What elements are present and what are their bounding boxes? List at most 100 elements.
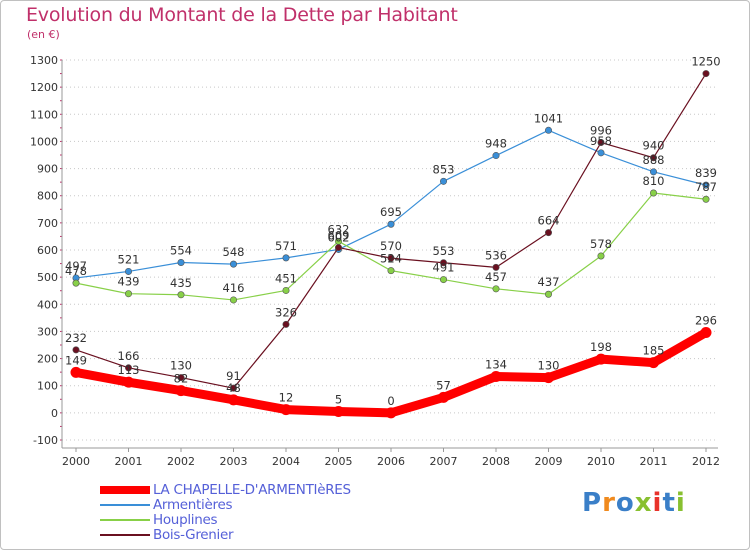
data-label: 695	[380, 205, 402, 219]
logo-letter: x	[634, 488, 653, 518]
data-label: 602	[328, 230, 350, 244]
data-label: 134	[485, 357, 507, 371]
data-point	[70, 366, 82, 378]
data-point	[123, 376, 134, 388]
x-tick-label: 2000	[62, 455, 90, 468]
data-label: 185	[643, 344, 665, 358]
data-label: 853	[433, 162, 455, 176]
legend-label: Houplines	[153, 512, 218, 528]
proxiti-logo: Proxiti	[582, 488, 686, 518]
data-label: 570	[380, 239, 402, 253]
data-label: 632	[328, 222, 350, 236]
x-tick-label: 2003	[220, 455, 248, 468]
data-point	[387, 254, 395, 262]
x-tick-label: 2005	[325, 455, 353, 468]
data-label: 5	[335, 393, 342, 407]
data-point	[72, 279, 80, 287]
line-chart: -100 0 100 200 300 400 500 600 700 800 900 1000 1100…	[30, 54, 721, 468]
logo-letter: i	[652, 488, 663, 518]
data-label: 198	[590, 340, 612, 354]
y-tick-label: 600	[37, 244, 58, 257]
legend-item: Armentières	[100, 498, 420, 513]
data-point	[125, 290, 133, 298]
data-point	[125, 364, 133, 372]
y-tick-label: 1200	[30, 81, 58, 94]
y-tick-label: 200	[37, 353, 58, 366]
x-tick-label: 2004	[272, 455, 300, 468]
data-label: 57	[436, 378, 451, 392]
data-point	[490, 370, 502, 382]
data-label: 810	[643, 174, 665, 188]
data-point	[700, 327, 712, 339]
data-point	[439, 259, 447, 267]
data-point	[228, 394, 239, 406]
data-label: 996	[590, 124, 612, 138]
data-label: 1250	[691, 55, 720, 69]
legend-label: Armentières	[153, 497, 233, 513]
y-tick-label: 500	[37, 271, 58, 284]
data-point	[280, 404, 292, 416]
data-label: 839	[695, 166, 717, 180]
legend-label: Bois-Grenier	[153, 527, 234, 543]
data-point	[177, 374, 185, 382]
y-tick-label: 1100	[30, 108, 58, 121]
data-point	[544, 229, 552, 237]
data-label: 554	[170, 243, 192, 257]
data-point	[230, 384, 238, 392]
data-point	[333, 406, 344, 417]
data-label: 571	[275, 239, 297, 253]
data-point	[282, 286, 290, 294]
data-label: 457	[485, 270, 507, 284]
chart-title: Evolution du Montant de la Dette par Hab…	[26, 4, 458, 26]
x-tick-label: 2009	[535, 455, 563, 468]
data-point	[492, 263, 500, 271]
x-tick-label: 2008	[482, 455, 510, 468]
data-label: 524	[380, 252, 402, 266]
data-point	[595, 353, 607, 365]
data-label: 326	[275, 305, 297, 319]
data-label: 232	[65, 331, 87, 345]
data-point	[649, 154, 657, 162]
data-label: 296	[695, 314, 717, 328]
data-point	[543, 372, 554, 384]
logo-letter: o	[615, 488, 635, 518]
data-point	[282, 320, 290, 328]
y-tick-label: 800	[37, 190, 58, 203]
y-tick-label: 0	[51, 407, 58, 420]
logo-letter: i	[675, 488, 686, 518]
data-label: 548	[223, 245, 245, 259]
x-tick-label: 2007	[430, 455, 458, 468]
data-point	[544, 126, 552, 134]
legend-item: Bois-Grenier	[100, 528, 420, 543]
logo-letter: t	[662, 488, 676, 518]
data-point	[282, 254, 290, 262]
chart-unit: (en €)	[27, 28, 60, 41]
data-point	[177, 291, 185, 299]
data-label: 130	[170, 359, 192, 373]
legend-swatch	[100, 534, 150, 536]
data-point	[125, 267, 133, 275]
data-label: 948	[485, 137, 507, 151]
data-point	[648, 357, 659, 369]
data-point	[649, 189, 657, 197]
data-point	[544, 290, 552, 298]
data-point	[177, 258, 185, 266]
legend-item: Houplines	[100, 513, 420, 528]
legend-swatch	[100, 486, 150, 494]
legend-swatch	[100, 504, 150, 506]
data-label: 578	[590, 237, 612, 251]
data-point	[597, 252, 605, 260]
x-tick-label: 2012	[692, 455, 720, 468]
y-tick-label: 100	[37, 380, 58, 393]
data-label: 437	[538, 275, 560, 289]
legend-item: LA CHAPELLE-D'ARMENTIèRES	[100, 483, 420, 498]
data-label: 439	[118, 275, 140, 289]
data-point	[492, 285, 500, 293]
data-label: 940	[643, 139, 665, 153]
data-point	[230, 260, 238, 268]
chart-legend: LA CHAPELLE-D'ARMENTIèRES Armentières Ho…	[100, 483, 420, 543]
data-point	[597, 149, 605, 157]
data-label: 48	[226, 381, 241, 395]
data-point	[385, 407, 397, 419]
data-label: 0	[387, 394, 394, 408]
